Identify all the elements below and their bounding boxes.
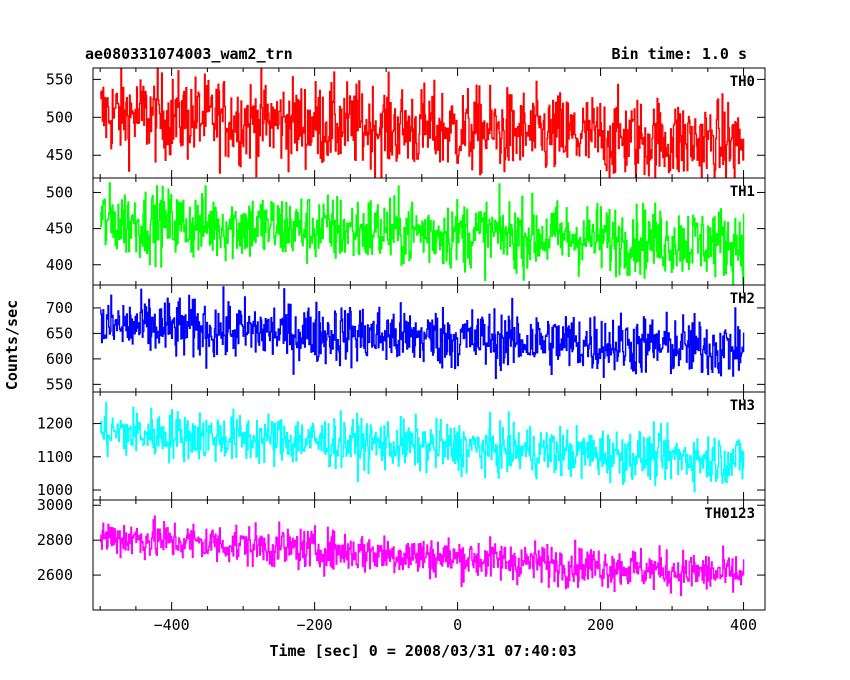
series-line-th3 xyxy=(100,401,745,493)
y-tick-label: 1100 xyxy=(37,448,73,466)
y-tick-label: 550 xyxy=(46,375,73,393)
y-axis-title: Counts/sec xyxy=(3,300,21,390)
panel-label-th3: TH3 xyxy=(730,398,755,414)
panel-th3: 1000 1100 1200 TH3 xyxy=(37,391,766,501)
series-line-th1 xyxy=(100,182,745,285)
x-tick-label: 0 xyxy=(453,616,462,634)
bin-time-label: Bin time: 1.0 s xyxy=(612,45,747,63)
panel-th0123: 2600 2800 3000 TH0123 xyxy=(37,496,766,611)
panel-label-th2: TH2 xyxy=(730,291,755,307)
x-tick-label: 400 xyxy=(730,616,757,634)
x-axis: −400 −200 0 200 400 xyxy=(154,616,758,634)
y-tick-label: 3000 xyxy=(37,496,73,514)
y-tick-label: 700 xyxy=(46,299,73,317)
y-tick-label: 2800 xyxy=(37,531,73,549)
x-tick-label: −400 xyxy=(154,616,190,634)
y-tick-label: 450 xyxy=(46,146,73,164)
x-tick-label: −200 xyxy=(297,616,333,634)
panel-th2: 550 600 650 700 TH2 xyxy=(46,284,766,393)
y-tick-label: 600 xyxy=(46,350,73,368)
y-tick-label: 1200 xyxy=(37,415,73,433)
panel-th1: 400 450 500 TH1 xyxy=(46,177,766,286)
panel-label-th0123: TH0123 xyxy=(704,506,755,522)
y-tick-label: 450 xyxy=(46,220,73,238)
series-line-th2 xyxy=(100,286,745,379)
y-tick-label: 500 xyxy=(46,108,73,126)
chart-title: ae080331074003_wam2_trn xyxy=(85,45,293,63)
panel-label-th0: TH0 xyxy=(730,74,755,90)
y-tick-label: 650 xyxy=(46,324,73,342)
y-tick-label: 500 xyxy=(46,183,73,201)
y-tick-label: 2600 xyxy=(37,566,73,584)
panel-label-th1: TH1 xyxy=(730,184,755,200)
y-tick-label: 1000 xyxy=(37,481,73,499)
panel-frame xyxy=(92,499,766,611)
panel-th0: 450 500 550 TH0 xyxy=(46,67,766,179)
series-line-th0123 xyxy=(100,515,745,596)
series-line-th0 xyxy=(100,68,745,178)
panels-group: 450 500 550 TH0 400 450 500 TH1 550 600 650 700 TH2 1… xyxy=(37,67,766,611)
y-tick-label: 400 xyxy=(46,256,73,274)
y-tick-label: 550 xyxy=(46,70,73,88)
x-axis-title: Time [sec] 0 = 2008/03/31 07:40:03 xyxy=(269,642,576,660)
x-tick-label: 200 xyxy=(587,616,614,634)
